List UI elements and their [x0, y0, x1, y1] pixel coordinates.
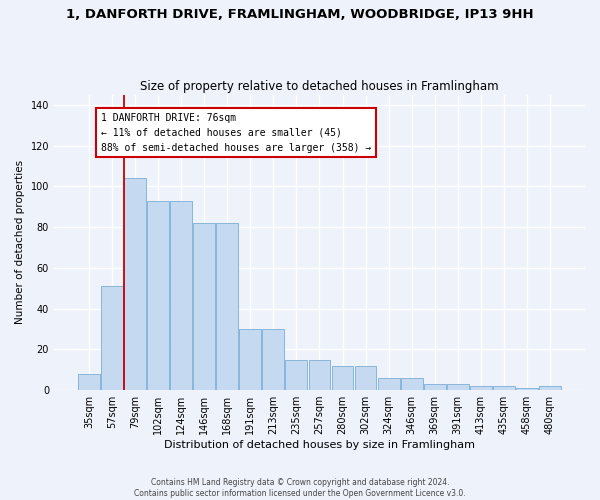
Bar: [101, 286, 123, 390]
Bar: [170, 200, 192, 390]
Bar: [217, 223, 238, 390]
Bar: [355, 366, 376, 390]
Bar: [286, 360, 307, 390]
Bar: [332, 366, 353, 390]
Bar: [78, 374, 100, 390]
Bar: [239, 329, 261, 390]
Y-axis label: Number of detached properties: Number of detached properties: [15, 160, 25, 324]
Bar: [539, 386, 561, 390]
Text: 1, DANFORTH DRIVE, FRAMLINGHAM, WOODBRIDGE, IP13 9HH: 1, DANFORTH DRIVE, FRAMLINGHAM, WOODBRID…: [66, 8, 534, 20]
Bar: [424, 384, 446, 390]
Bar: [147, 200, 169, 390]
Text: Contains HM Land Registry data © Crown copyright and database right 2024.
Contai: Contains HM Land Registry data © Crown c…: [134, 478, 466, 498]
Bar: [308, 360, 331, 390]
Bar: [262, 329, 284, 390]
Bar: [447, 384, 469, 390]
Bar: [193, 223, 215, 390]
Bar: [124, 178, 146, 390]
Bar: [493, 386, 515, 390]
Text: 1 DANFORTH DRIVE: 76sqm
← 11% of detached houses are smaller (45)
88% of semi-de: 1 DANFORTH DRIVE: 76sqm ← 11% of detache…: [101, 113, 371, 152]
Bar: [470, 386, 492, 390]
Bar: [401, 378, 422, 390]
Bar: [377, 378, 400, 390]
Bar: [516, 388, 538, 390]
X-axis label: Distribution of detached houses by size in Framlingham: Distribution of detached houses by size …: [164, 440, 475, 450]
Title: Size of property relative to detached houses in Framlingham: Size of property relative to detached ho…: [140, 80, 499, 94]
